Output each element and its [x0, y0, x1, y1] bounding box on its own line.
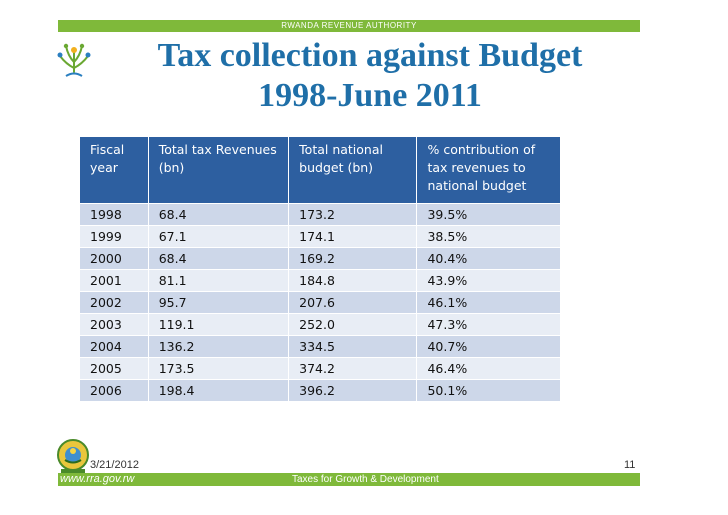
table-cell: 1998 [79, 203, 149, 226]
table-cell: 169.2 [288, 247, 418, 270]
table-row: 2006 198.4 396.2 50.1% [79, 379, 561, 402]
header-line: Fiscal [90, 142, 125, 157]
table-cell: 374.2 [288, 357, 418, 380]
table-cell: 50.1% [416, 379, 561, 402]
table-cell: 334.5 [288, 335, 418, 358]
table-cell: 173.2 [288, 203, 418, 226]
table-cell: 1999 [79, 225, 149, 248]
header-line: tax revenues to [427, 160, 526, 175]
tax-budget-table: Fiscal year Total tax Revenues (bn) Tota… [79, 136, 561, 402]
table-cell: 198.4 [147, 379, 290, 402]
table-cell: 2000 [79, 247, 149, 270]
table-cell: 68.4 [147, 203, 290, 226]
table-cell: 207.6 [288, 291, 418, 314]
page-number: 11 [624, 459, 636, 471]
footer-tagline: Taxes for Growth & Development [292, 474, 439, 485]
table-cell: 46.1% [416, 291, 561, 314]
table-cell: 2006 [79, 379, 149, 402]
table-row: 1999 67.1 174.1 38.5% [79, 225, 561, 248]
header-line: Total national [299, 142, 383, 157]
slide-title: Tax collection against Budget 1998-June … [100, 36, 640, 116]
table-cell: 95.7 [147, 291, 290, 314]
organization-name: RWANDA REVENUE AUTHORITY [281, 21, 417, 30]
website-link[interactable]: www.rra.gov.rw [60, 473, 135, 485]
table-row: 2005 173.5 374.2 46.4% [79, 357, 561, 380]
table-cell: 2005 [79, 357, 149, 380]
table-cell: 39.5% [416, 203, 561, 226]
table-cell: 119.1 [147, 313, 290, 336]
header-bar: RWANDA REVENUE AUTHORITY [58, 20, 640, 32]
table-cell: 68.4 [147, 247, 290, 270]
coat-of-arms-icon [57, 439, 89, 473]
footer-bar [58, 473, 640, 486]
slide-date: 3/21/2012 [90, 459, 139, 471]
table-row: 2000 68.4 169.2 40.4% [79, 247, 561, 270]
table-cell: 67.1 [147, 225, 290, 248]
header-line: year [90, 160, 118, 175]
table-header-row: Fiscal year Total tax Revenues (bn) Tota… [79, 136, 561, 204]
table-cell: 2002 [79, 291, 149, 314]
table-cell: 40.4% [416, 247, 561, 270]
table-cell: 2003 [79, 313, 149, 336]
table-row: 2001 81.1 184.8 43.9% [79, 269, 561, 292]
slide-title-line2: 1998-June 2011 [258, 77, 482, 114]
header-line: budget (bn) [299, 160, 374, 175]
table-cell: 38.5% [416, 225, 561, 248]
table-cell: 2004 [79, 335, 149, 358]
header-line: % contribution of [427, 142, 536, 157]
table-cell: 184.8 [288, 269, 418, 292]
table-cell: 396.2 [288, 379, 418, 402]
table-cell: 81.1 [147, 269, 290, 292]
column-header-total-national-budget: Total national budget (bn) [288, 136, 418, 204]
header-line: Total tax Revenues [158, 142, 277, 157]
header-line: national budget [427, 178, 527, 193]
table-cell: 136.2 [147, 335, 290, 358]
table-cell: 43.9% [416, 269, 561, 292]
table-cell: 252.0 [288, 313, 418, 336]
table-row: 1998 68.4 173.2 39.5% [79, 203, 561, 226]
table-row: 2004 136.2 334.5 40.7% [79, 335, 561, 358]
table-row: 2003 119.1 252.0 47.3% [79, 313, 561, 336]
rra-logo-icon [57, 43, 91, 77]
table-cell: 2001 [79, 269, 149, 292]
slide-title-line1: Tax collection against Budget [157, 37, 583, 74]
table-row: 2002 95.7 207.6 46.1% [79, 291, 561, 314]
column-header-contribution: % contribution of tax revenues to nation… [416, 136, 561, 204]
column-header-fiscal-year: Fiscal year [79, 136, 149, 204]
header-line: (bn) [158, 160, 185, 175]
column-header-total-tax-revenues: Total tax Revenues (bn) [147, 136, 290, 204]
table-cell: 173.5 [147, 357, 290, 380]
table-cell: 40.7% [416, 335, 561, 358]
table-cell: 46.4% [416, 357, 561, 380]
table-cell: 174.1 [288, 225, 418, 248]
table-cell: 47.3% [416, 313, 561, 336]
